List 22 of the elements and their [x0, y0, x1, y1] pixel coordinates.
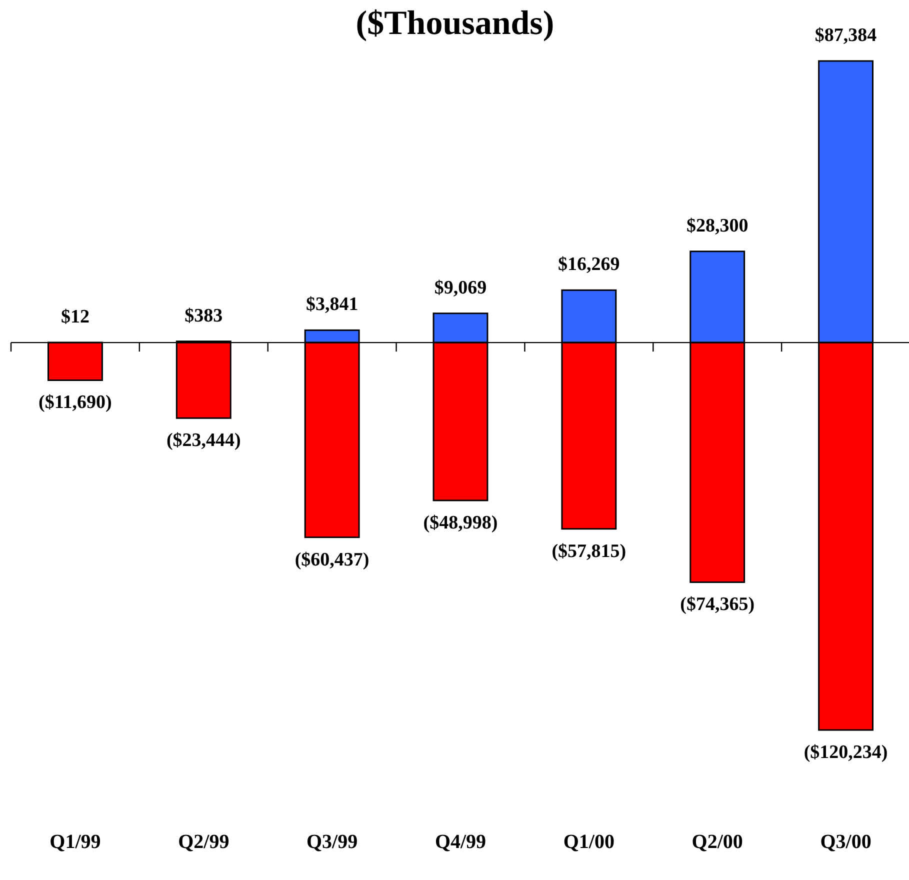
data-label: $383 [184, 305, 223, 326]
data-label: ($48,998) [423, 512, 498, 534]
data-label: ($11,690) [38, 392, 112, 414]
data-label: $16,269 [558, 254, 620, 276]
data-label: $87,384 [814, 25, 878, 46]
data-label: ($60,437) [294, 549, 370, 570]
data-label: ($57,815) [552, 540, 626, 562]
data-label: $12 [60, 306, 90, 328]
x-tick-label: Q2/00 [692, 831, 743, 853]
data-label: $3,841 [306, 294, 358, 316]
x-tick-label: Q1/99 [50, 831, 101, 853]
data-label: ($23,444) [166, 430, 241, 452]
chart-title: ($Thousands) [356, 5, 554, 42]
data-label: $9,069 [434, 277, 487, 298]
data-label: ($120,234) [804, 742, 888, 763]
x-tick-label: Q3/00 [820, 831, 872, 853]
x-tick-label: Q2/99 [178, 831, 230, 853]
data-label: ($74,365) [680, 594, 755, 616]
x-tick-label: Q3/99 [306, 831, 358, 853]
x-tick-label: Q4/99 [434, 831, 486, 853]
x-tick-label: Q1/00 [563, 831, 614, 853]
data-label: $28,300 [686, 215, 748, 236]
